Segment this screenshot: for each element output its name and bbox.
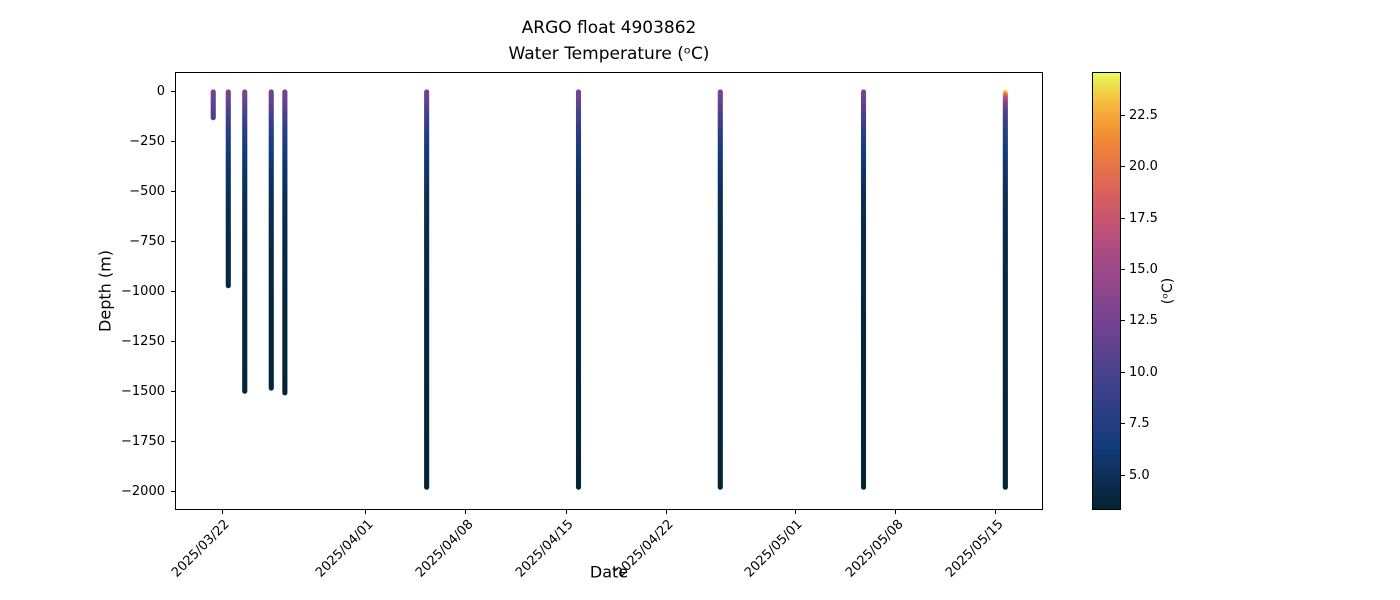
x-tick-label: 2025/04/08 <box>412 517 477 581</box>
chart-title: ARGO float 4903862 <box>521 18 697 38</box>
y-tick-mark <box>171 390 175 392</box>
y-tick-mark <box>171 440 175 442</box>
colorbar-tick-label: 7.5 <box>1129 416 1150 432</box>
y-tick-label: −1500 <box>121 383 165 399</box>
colorbar-tick-mark <box>1121 423 1125 425</box>
colorbar-tick-mark <box>1121 474 1125 476</box>
colorbar-label: (ᵒC) <box>1160 277 1176 305</box>
y-tick-label: −250 <box>129 133 165 149</box>
colorbar-tick-mark <box>1121 371 1125 373</box>
x-tick-label: 2025/05/15 <box>942 517 1007 581</box>
y-tick-mark <box>171 290 175 292</box>
x-tick-mark <box>665 510 667 514</box>
x-tick-mark <box>995 510 997 514</box>
x-tick-mark <box>465 510 467 514</box>
x-tick-mark <box>221 510 223 514</box>
y-tick-label: −1750 <box>121 433 165 449</box>
y-tick-mark <box>171 240 175 242</box>
chart-subtitle: Water Temperature (ᵒC) <box>508 43 710 64</box>
x-axis-label: Date <box>589 562 629 582</box>
y-tick-label: −750 <box>129 233 165 249</box>
colorbar-tick-label: 22.5 <box>1129 107 1158 123</box>
y-tick-mark <box>171 90 175 92</box>
y-tick-label: −1250 <box>121 333 165 349</box>
colorbar-tick-mark <box>1121 166 1125 168</box>
chart-title-block: ARGO float 4903862 Water Temperature (ᵒC… <box>175 16 1043 67</box>
temperature-profiles-canvas <box>176 73 1042 509</box>
y-tick-label: −500 <box>129 183 165 199</box>
x-tick-label: 2025/05/01 <box>742 517 806 581</box>
x-tick-label: 2025/04/22 <box>613 517 677 581</box>
y-tick-mark <box>171 190 175 192</box>
x-tick-mark <box>365 510 366 514</box>
x-tick-label: 2025/03/22 <box>169 517 233 581</box>
y-tick-mark <box>171 490 175 492</box>
y-tick-mark <box>171 340 175 342</box>
colorbar-tick-label: 15.0 <box>1129 261 1158 277</box>
y-tick-label: −2000 <box>121 483 165 499</box>
y-tick-label: 0 <box>156 83 165 99</box>
x-tick-mark <box>565 510 567 514</box>
colorbar-tick-mark <box>1121 217 1125 219</box>
colorbar-tick-mark <box>1121 268 1125 270</box>
colorbar-tick-label: 10.0 <box>1129 364 1158 380</box>
colorbar-tick-mark <box>1121 114 1125 116</box>
x-tick-label: 2025/04/15 <box>513 517 577 581</box>
x-tick-label: 2025/05/08 <box>842 517 907 581</box>
colorbar-tick-label: 5.0 <box>1129 467 1150 483</box>
x-tick-label: 2025/04/01 <box>312 517 377 581</box>
colorbar-tick-label: 20.0 <box>1129 159 1158 175</box>
x-tick-mark <box>794 510 796 514</box>
colorbar-tick-mark <box>1121 320 1125 322</box>
plot-area <box>175 72 1043 510</box>
colorbar <box>1092 72 1121 510</box>
y-tick-mark <box>171 140 175 142</box>
colorbar-tick-label: 12.5 <box>1129 313 1158 329</box>
x-tick-mark <box>894 510 896 514</box>
colorbar-tick-label: 17.5 <box>1129 210 1158 226</box>
y-tick-label: −1000 <box>121 283 165 299</box>
